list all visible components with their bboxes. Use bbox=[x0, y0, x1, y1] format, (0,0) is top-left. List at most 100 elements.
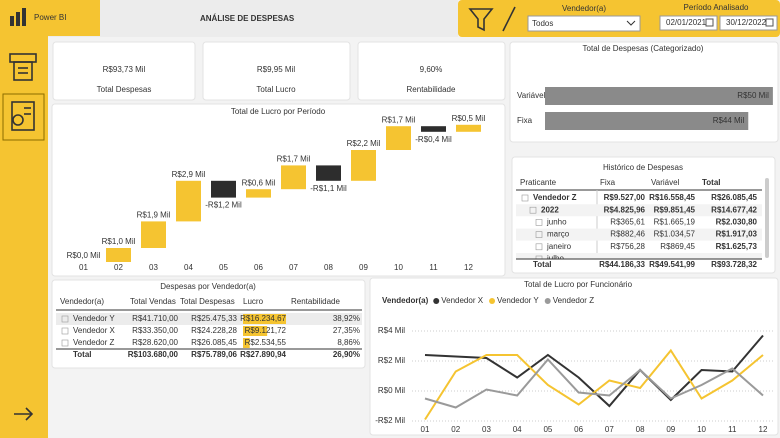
value-label: R$1,0 Mil bbox=[102, 237, 136, 246]
calendar-icon bbox=[705, 18, 714, 27]
row-label: Vendedor Z bbox=[533, 193, 577, 202]
kpi-label: Total Despesas bbox=[97, 85, 152, 94]
total-cell: R$44.186,33 bbox=[599, 260, 645, 269]
end-date-box[interactable] bbox=[719, 15, 778, 31]
expand-icon bbox=[61, 327, 69, 335]
table-title: Despesas por Vendedor(a) bbox=[160, 282, 256, 291]
x-tick-label: 08 bbox=[636, 425, 645, 434]
bar bbox=[545, 112, 749, 130]
total-cell: R$75.789,06 bbox=[191, 350, 237, 359]
seller-dropdown[interactable] bbox=[527, 15, 641, 32]
cell: 38,92% bbox=[333, 314, 360, 323]
cell: R$28.620,00 bbox=[132, 338, 178, 347]
cell: R$4.825,96 bbox=[604, 205, 646, 214]
series-line bbox=[424, 357, 764, 409]
cell: R$869,45 bbox=[660, 242, 695, 251]
category-label: Fixa bbox=[517, 116, 533, 125]
next-arrow[interactable] bbox=[14, 407, 34, 421]
waterfall-bar bbox=[141, 221, 166, 248]
x-tick-label: 07 bbox=[289, 263, 298, 272]
cell: R$41.710,00 bbox=[132, 314, 178, 323]
cell: Vendedor Z bbox=[73, 338, 114, 347]
row-band bbox=[516, 204, 762, 217]
data-bar bbox=[243, 314, 286, 324]
expand-icon bbox=[535, 231, 543, 238]
waterfall-bar bbox=[421, 126, 446, 132]
column-header: Vendedor(a) bbox=[60, 297, 104, 306]
legend-label: Vendedor Z bbox=[553, 296, 594, 305]
waterfall-bar bbox=[456, 124, 481, 132]
waterfall-bar bbox=[386, 126, 411, 150]
cell: R$1.665,19 bbox=[654, 218, 696, 227]
separator bbox=[502, 6, 516, 32]
total-cell: R$49.541,99 bbox=[649, 260, 695, 269]
kpi-label: Rentabilidade bbox=[407, 85, 456, 94]
cell: R$9.121,72 bbox=[245, 326, 287, 335]
legend-title: Vendedor(a) bbox=[382, 296, 429, 305]
expand-icon bbox=[535, 219, 543, 226]
column-header: Lucro bbox=[243, 297, 264, 306]
x-tick-label: 07 bbox=[605, 425, 614, 434]
chart-title: Total de Lucro por Período bbox=[231, 107, 326, 116]
chart-title: Total de Lucro por Funcionário bbox=[524, 280, 633, 289]
waterfall-bar bbox=[351, 150, 376, 181]
x-tick-label: 10 bbox=[394, 263, 403, 272]
row-band bbox=[516, 253, 762, 259]
table-body: Vendedor Z R$9.527,00 R$16.558,45 R$26.085,… bbox=[516, 193, 762, 259]
nav-icon[interactable] bbox=[9, 53, 37, 81]
x-tick-label: 01 bbox=[79, 263, 88, 272]
category-label: Variável bbox=[517, 91, 546, 100]
kpi-card bbox=[52, 41, 196, 101]
cell: R$882,46 bbox=[610, 230, 645, 239]
x-tick-label: 01 bbox=[421, 425, 430, 434]
row-label: junho bbox=[546, 218, 567, 227]
cell: Vendedor X bbox=[73, 326, 115, 335]
value-label: -R$0,4 Mil bbox=[415, 135, 452, 144]
x-tick-label: 04 bbox=[513, 425, 522, 434]
waterfall-bar bbox=[176, 180, 201, 222]
cell: Vendedor Y bbox=[73, 314, 115, 323]
filter-icon bbox=[468, 8, 494, 32]
expand-icon bbox=[61, 339, 69, 347]
cell: R$14.677,42 bbox=[711, 205, 757, 214]
start-date-box[interactable] bbox=[659, 15, 718, 31]
cell: R$1.625,73 bbox=[716, 242, 758, 251]
total-cell: 26,90% bbox=[333, 350, 360, 359]
value-label: R$50 Mil bbox=[737, 91, 769, 100]
row-label: março bbox=[547, 230, 570, 239]
data-bar bbox=[243, 338, 250, 348]
column-header: Variável bbox=[651, 178, 680, 187]
table-title: Histórico de Despesas bbox=[603, 163, 683, 172]
y-tick-label: R$2 Mil bbox=[378, 356, 405, 365]
cell: R$26.085,45 bbox=[711, 193, 757, 202]
x-tick-label: 09 bbox=[666, 425, 675, 434]
kpi-card bbox=[357, 41, 506, 101]
cell: R$16.234,67 bbox=[240, 314, 286, 323]
y-tick-label: -R$2 Mil bbox=[375, 416, 405, 425]
value-label: R$0,6 Mil bbox=[242, 178, 276, 187]
legend-marker bbox=[544, 298, 551, 304]
expand-icon bbox=[535, 243, 543, 251]
filter-label: Vendedor(a) bbox=[562, 4, 606, 13]
legend-label: Vendedor Y bbox=[497, 296, 539, 305]
y-tick-label: R$4 Mil bbox=[378, 326, 405, 335]
x-tick-label: 11 bbox=[429, 263, 438, 272]
column-header: Rentabilidade bbox=[291, 297, 340, 306]
x-tick-label: 12 bbox=[464, 263, 473, 272]
cell: R$2.030,80 bbox=[716, 218, 758, 227]
kpi-value: R$9,95 Mil bbox=[257, 65, 295, 74]
row-label: janeiro bbox=[546, 242, 572, 251]
total-label: Total bbox=[533, 260, 552, 269]
x-tick-label: 02 bbox=[114, 263, 123, 272]
row-label: 2022 bbox=[541, 205, 559, 214]
cell: R$9.851,45 bbox=[654, 205, 696, 214]
x-tick-label: 09 bbox=[359, 263, 368, 272]
nav-icon[interactable] bbox=[11, 101, 35, 131]
value-label: R$2,2 Mil bbox=[347, 139, 381, 148]
x-tick-label: 05 bbox=[543, 425, 552, 434]
expand-icon bbox=[61, 315, 69, 323]
x-tick-label: 03 bbox=[482, 425, 491, 434]
cell: R$365,61 bbox=[610, 218, 645, 227]
value-label: R$1,7 Mil bbox=[277, 155, 311, 164]
column-header: Total Despesas bbox=[180, 297, 235, 306]
